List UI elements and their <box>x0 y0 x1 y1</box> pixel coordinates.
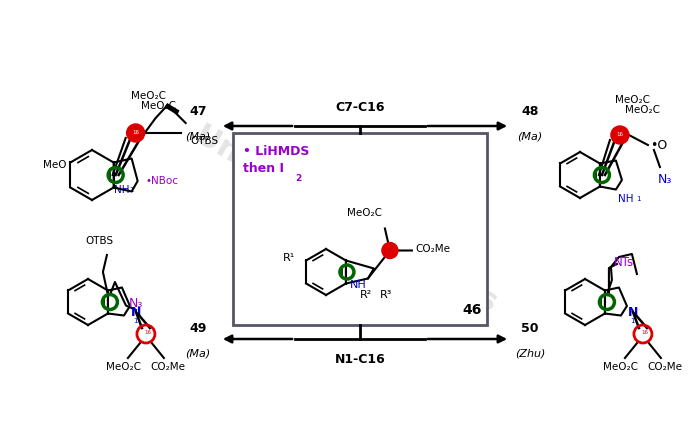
Text: 16: 16 <box>616 132 624 136</box>
Text: NH: NH <box>349 280 367 290</box>
Text: 1: 1 <box>130 187 134 193</box>
Text: MeO₂C: MeO₂C <box>625 105 660 115</box>
Text: (Ma): (Ma) <box>185 349 211 359</box>
Text: 16: 16 <box>132 129 139 134</box>
Text: R¹: R¹ <box>283 253 295 263</box>
Text: MeO₂C: MeO₂C <box>131 91 166 101</box>
Text: R²: R² <box>360 290 372 300</box>
Text: OTBS: OTBS <box>191 136 219 146</box>
Text: NH: NH <box>618 194 633 204</box>
Text: MeO: MeO <box>43 160 67 170</box>
Text: then I: then I <box>243 162 284 175</box>
Text: C7-C16: C7-C16 <box>335 101 385 114</box>
Text: NH: NH <box>114 184 130 194</box>
Text: •O: •O <box>650 139 667 151</box>
Text: N₃: N₃ <box>129 297 143 310</box>
Circle shape <box>382 242 398 259</box>
Text: (Ma): (Ma) <box>518 131 543 141</box>
Text: (Zhu): (Zhu) <box>515 349 545 359</box>
Text: CO₂Me: CO₂Me <box>415 243 450 253</box>
Circle shape <box>611 126 629 144</box>
Text: (Ma): (Ma) <box>185 131 211 141</box>
Text: CO₂Me: CO₂Me <box>647 362 683 372</box>
Text: 47: 47 <box>189 105 207 118</box>
Circle shape <box>127 124 145 142</box>
Text: N: N <box>628 306 638 319</box>
Text: MeO₂C: MeO₂C <box>107 362 141 372</box>
Text: 48: 48 <box>521 105 538 118</box>
Text: 1: 1 <box>133 318 137 324</box>
Text: MeO₂C: MeO₂C <box>615 95 650 105</box>
Text: 16: 16 <box>642 330 649 335</box>
Text: N1-C16: N1-C16 <box>335 353 385 366</box>
Text: MeO₂C: MeO₂C <box>347 208 382 218</box>
Text: R³: R³ <box>380 290 392 300</box>
Text: • LiHMDS: • LiHMDS <box>243 145 309 158</box>
Text: CO₂Me: CO₂Me <box>150 362 186 372</box>
Bar <box>233 133 487 325</box>
Text: 2: 2 <box>295 174 301 183</box>
Text: MeO₂C: MeO₂C <box>141 101 175 111</box>
Text: MeO₂C: MeO₂C <box>604 362 638 372</box>
Text: N: N <box>131 306 141 319</box>
Text: Unpublished results: Unpublished results <box>190 119 502 317</box>
Text: N₃: N₃ <box>658 173 672 186</box>
Text: NTs: NTs <box>614 255 634 269</box>
Text: 49: 49 <box>189 322 207 335</box>
Text: 16: 16 <box>144 330 151 335</box>
Text: OTBS: OTBS <box>86 236 114 246</box>
Text: 46: 46 <box>462 303 482 317</box>
Text: 1: 1 <box>636 196 640 202</box>
Text: 1: 1 <box>630 318 634 324</box>
Text: •NBoc: •NBoc <box>146 176 179 186</box>
Text: 50: 50 <box>521 322 538 335</box>
